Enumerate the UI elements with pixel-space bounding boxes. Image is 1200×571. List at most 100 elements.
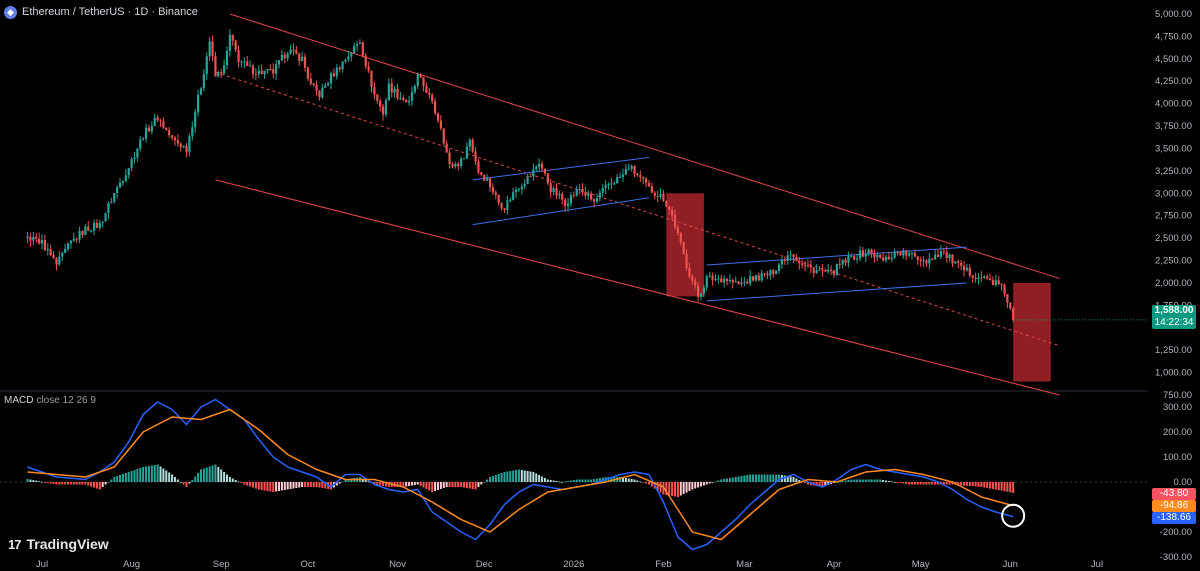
candle-body (919, 259, 922, 261)
macd-tick-label: 300.00 (1163, 402, 1192, 413)
candle-body (954, 261, 957, 264)
candle-body (587, 193, 590, 196)
candle-body (173, 137, 177, 141)
candle-body (945, 252, 948, 258)
candle-body (468, 139, 471, 147)
macd-histogram-bar (980, 482, 983, 487)
candle-body (540, 163, 544, 169)
candle-body (991, 280, 995, 285)
candle-body (144, 127, 148, 139)
candle-body (480, 172, 483, 175)
macd-histogram-bar (84, 482, 87, 485)
candle-body (578, 189, 581, 191)
tradingview-logo-icon: 17 (8, 536, 22, 552)
candle-body (746, 281, 749, 284)
macd-histogram-bar (734, 477, 737, 482)
candle-body (142, 138, 145, 140)
macd-histogram-bar (726, 478, 729, 482)
macd-histogram-bar (64, 482, 67, 485)
tradingview-brand[interactable]: 17 TradingView (8, 536, 109, 552)
candle-body (486, 178, 489, 181)
macd-histogram-bar (714, 481, 717, 483)
candle-body (905, 250, 908, 256)
candle-body (977, 277, 980, 279)
candle-body (130, 159, 133, 169)
candle-body (971, 275, 974, 278)
signal-value-tag: -94.86 (1152, 500, 1196, 512)
candle-body (364, 55, 367, 67)
candle-body (416, 74, 419, 86)
candle-body (546, 173, 549, 184)
macd-histogram-bar (772, 474, 775, 482)
macd-histogram-bar (347, 479, 350, 482)
macd-histogram-bar (555, 481, 558, 482)
macd-histogram-bar (416, 482, 419, 485)
macd-histogram-bar (344, 479, 347, 482)
candle-body (283, 54, 286, 59)
macd-histogram-bar (474, 482, 477, 490)
candle-body (673, 215, 677, 228)
candle-body (517, 189, 521, 191)
macd-histogram-bar (636, 480, 639, 482)
macd-histogram-bar (523, 470, 526, 482)
macd-histogram-bar (52, 482, 55, 484)
candle-body (376, 94, 379, 101)
macd-histogram-bar (711, 482, 714, 483)
candle-body (488, 178, 492, 188)
candle-body (584, 192, 587, 196)
macd-histogram-bar (1009, 482, 1012, 493)
symbol-title[interactable]: Ethereum / TetherUS · 1D · Binance (22, 6, 198, 18)
candle-body (315, 84, 318, 91)
candle-body (873, 253, 876, 258)
macd-histogram-bar (512, 470, 515, 482)
macd-histogram-bar (179, 482, 182, 483)
candle-body (457, 163, 460, 167)
macd-histogram-bar (818, 482, 821, 487)
macd-histogram-bar (431, 482, 434, 492)
macd-histogram-bar (162, 468, 165, 482)
candle-body (538, 163, 541, 167)
candle-body (196, 94, 200, 113)
macd-histogram-bar (197, 473, 200, 482)
candle-body (43, 240, 46, 251)
macd-histogram-bar (908, 482, 911, 485)
macd-histogram-bar (318, 482, 321, 488)
candle-body (636, 173, 639, 176)
candle-body (688, 268, 691, 277)
macd-histogram-bar (439, 482, 442, 489)
candle-body (572, 195, 575, 197)
macd-histogram-bar (552, 480, 555, 482)
candle-body (754, 275, 758, 281)
macd-legend[interactable]: MACD close 12 26 9 (4, 395, 96, 406)
candle-body (370, 70, 373, 88)
macd-histogram-bar (220, 469, 223, 482)
macd-histogram-bar (107, 482, 110, 483)
price-tick-label: 2,500.00 (1155, 233, 1192, 244)
macd-histogram-bar (1003, 482, 1006, 492)
macd-histogram-bar (396, 482, 399, 487)
macd-histogram-bar (257, 482, 260, 490)
macd-params: close 12 26 9 (36, 395, 96, 406)
macd-histogram-bar (275, 482, 278, 492)
macd-histogram-bar (119, 475, 122, 482)
candle-body (925, 260, 928, 264)
candle-body (136, 148, 139, 158)
candle-body (555, 188, 558, 196)
macd-histogram-bar (402, 482, 405, 487)
macd-histogram-bar (630, 479, 633, 482)
candle-body (624, 169, 627, 175)
candle-body (656, 195, 659, 197)
macd-histogram-bar (243, 482, 246, 485)
macd-histogram-bar (991, 482, 994, 489)
candle-body (671, 209, 674, 216)
macd-histogram-bar (185, 482, 188, 487)
flag-upper-line (706, 246, 967, 266)
candle-body (26, 236, 29, 239)
macd-histogram-bar (263, 482, 266, 491)
macd-histogram-bar (700, 482, 703, 487)
macd-histogram-bar (546, 479, 549, 482)
candle-body (838, 264, 841, 266)
candle-body (38, 238, 41, 244)
candle-body (613, 183, 616, 185)
